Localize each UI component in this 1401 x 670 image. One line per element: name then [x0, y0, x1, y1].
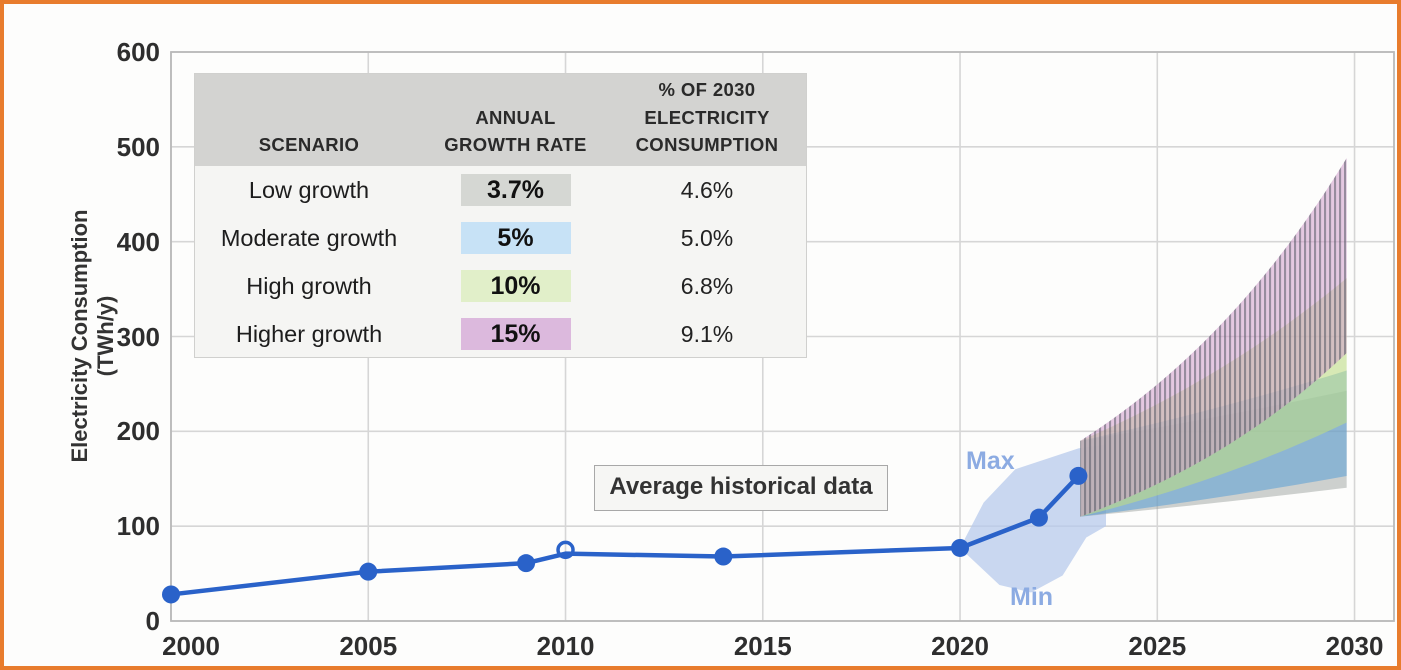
- share-value: 5.0%: [680, 224, 734, 251]
- y-tick-label: 200: [116, 416, 160, 447]
- scenario-name: Moderate growth: [220, 224, 398, 251]
- scenario-name: High growth: [246, 272, 372, 299]
- column-header-growth-rate: ANNUAL GROWTH RATE: [444, 106, 587, 156]
- y-tick-label: 0: [145, 606, 160, 636]
- min-label: Min: [1010, 583, 1054, 611]
- scenario-table: SCENARIO ANNUAL GROWTH RATE % OF 2030 EL…: [194, 73, 807, 358]
- x-tick-label: 2015: [733, 631, 792, 661]
- scenario-name: Low growth: [248, 176, 370, 203]
- scenario-name: Higher growth: [235, 320, 383, 347]
- x-tick-label: 2010: [536, 631, 595, 661]
- table-row: Higher growth 15% 9.1%: [195, 310, 806, 358]
- x-tick-label: 2020: [931, 631, 989, 661]
- table-row: Low growth 3.7% 4.6%: [195, 166, 806, 214]
- growth-rate-swatch: 5%: [460, 222, 571, 254]
- y-tick-label: 400: [116, 226, 160, 257]
- y-tick-label: 500: [116, 131, 160, 162]
- table-row: High growth 10% 6.8%: [195, 262, 806, 310]
- y-tick-label: 100: [116, 511, 160, 542]
- share-value: 6.8%: [680, 272, 734, 299]
- share-value: 4.6%: [680, 176, 734, 203]
- x-tick-label: 2000: [162, 631, 220, 661]
- scenario-table-header: SCENARIO ANNUAL GROWTH RATE % OF 2030 EL…: [195, 74, 806, 166]
- column-header-2030-share: % OF 2030 ELECTRICITY CONSUMPTION: [635, 78, 779, 156]
- growth-rate-swatch: 15%: [460, 318, 571, 350]
- x-tick-label: 2005: [339, 631, 398, 661]
- share-value: 9.1%: [680, 320, 734, 347]
- growth-rate-swatch: 3.7%: [460, 174, 571, 206]
- max-label: Max: [966, 447, 1015, 475]
- column-header-scenario: SCENARIO: [258, 134, 360, 156]
- y-tick-label: 300: [116, 321, 160, 352]
- x-tick-label: 2030: [1325, 631, 1384, 661]
- x-tick-label: 2025: [1128, 631, 1187, 661]
- y-tick-label: 600: [116, 37, 160, 67]
- average-historical-data-label: Average historical data: [594, 465, 888, 511]
- y-axis-title: Electricity Consumption (TWh/y): [67, 209, 118, 463]
- table-row: Moderate growth 5% 5.0%: [195, 214, 806, 262]
- growth-rate-swatch: 10%: [460, 270, 571, 302]
